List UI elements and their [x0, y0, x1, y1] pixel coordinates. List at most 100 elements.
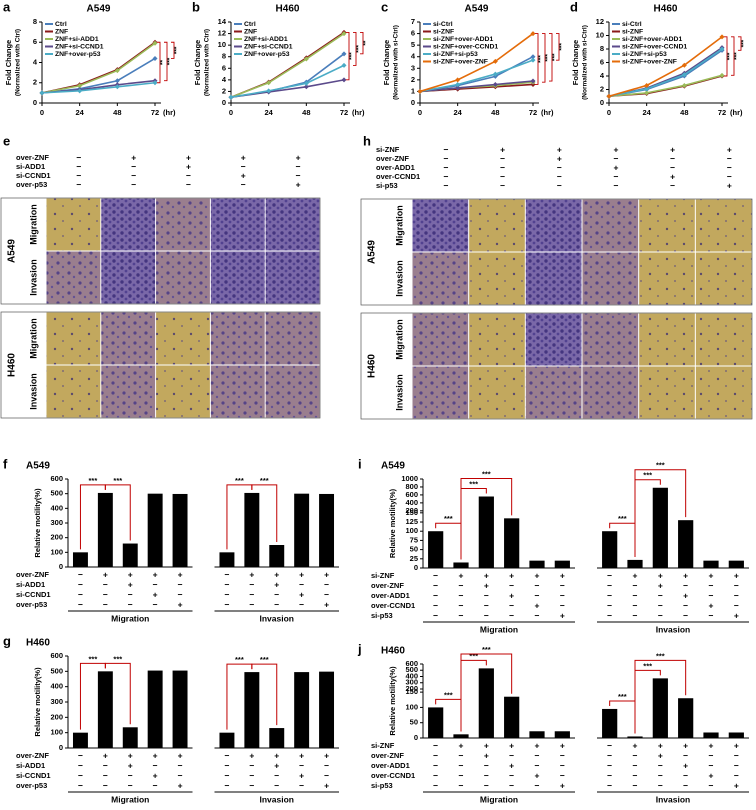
condition-sign: − [709, 610, 714, 620]
condition-sign: + [484, 580, 489, 590]
significance-label: *** [89, 654, 98, 663]
condition-label: over-ADD1 [371, 591, 410, 600]
condition-sign: − [560, 600, 565, 610]
significance-bracket [542, 33, 546, 83]
condition-sign: − [433, 610, 438, 620]
legend-label: si-ZNF+si-p53 [622, 51, 667, 58]
condition-sign: − [509, 780, 514, 790]
condition-sign: − [633, 600, 638, 610]
y-tick-label: 8 [222, 52, 226, 61]
condition-sign: − [224, 770, 229, 780]
condition-sign: − [153, 760, 158, 770]
cell-line-frame [360, 198, 753, 306]
condition-sign: − [734, 750, 739, 760]
bar [294, 672, 310, 748]
condition-sign: − [224, 599, 229, 609]
y-tick-label: 2 [222, 86, 226, 95]
group-label: Invasion [260, 613, 294, 623]
y-tick-label: 8 [33, 17, 37, 26]
condition-sign: − [186, 170, 191, 180]
micrograph-cells [639, 199, 695, 252]
bar [72, 552, 88, 567]
significance-bracket [731, 36, 735, 76]
condition-sign: + [153, 589, 158, 599]
condition-sign: − [509, 600, 514, 610]
condition-label: si-ADD1 [16, 162, 45, 171]
y-tick-label: 50 [410, 545, 418, 554]
y-tick-label: 6 [411, 29, 415, 38]
condition-sign: − [459, 770, 464, 780]
y-tick-label: 400 [405, 498, 418, 507]
bar [97, 671, 113, 748]
y-tick-label: 5 [411, 40, 415, 49]
bar [504, 518, 520, 568]
significance-bracket [549, 33, 553, 82]
point [644, 82, 650, 88]
condition-sign: − [557, 171, 562, 181]
micrograph-cells [469, 199, 525, 252]
significance-label: *** [559, 43, 566, 51]
condition-sign: + [153, 569, 158, 579]
condition-sign: − [78, 579, 83, 589]
condition-sign: + [324, 780, 329, 790]
condition-sign: + [153, 750, 158, 760]
condition-sign: − [658, 600, 663, 610]
bar [172, 670, 188, 748]
condition-sign: − [433, 580, 438, 590]
point [530, 57, 536, 63]
y-tick-label: 50 [410, 718, 418, 727]
condition-sign: − [557, 162, 562, 172]
condition-sign: − [78, 760, 83, 770]
y-tick-label: 4 [600, 71, 605, 80]
legend-label: si-ZNF+over-ADD1 [622, 36, 682, 43]
legend-label: ZNF+over-p53 [244, 51, 290, 58]
point [114, 84, 120, 90]
condition-sign: − [459, 760, 464, 770]
x-tick-label: 48 [113, 108, 121, 117]
point [681, 82, 687, 88]
condition-sign: + [560, 740, 565, 750]
point [719, 72, 725, 78]
y-tick-label: 0 [59, 743, 63, 752]
condition-label: si-p53 [371, 611, 393, 620]
micrograph-cells [525, 199, 582, 252]
condition-sign: − [734, 760, 739, 770]
condition-sign: + [509, 570, 514, 580]
series-line [230, 64, 345, 99]
condition-sign: − [734, 590, 739, 600]
condition-sign: − [683, 770, 688, 780]
y-tick-label: 500 [50, 666, 63, 675]
condition-sign: − [249, 770, 254, 780]
bar [219, 732, 235, 748]
y-tick-label: 100 [405, 702, 418, 711]
micrograph-cells [469, 366, 525, 419]
micrograph-cells [46, 251, 101, 304]
legend-label: si-ZNF+over-CCND1 [622, 43, 687, 50]
panel-label: d [570, 0, 578, 14]
condition-sign: + [683, 760, 688, 770]
significance-label: ** [363, 40, 370, 46]
condition-sign: − [734, 580, 739, 590]
micrograph-cells [582, 366, 639, 419]
y-tick-label: 4 [33, 57, 38, 66]
y-tick-label: 100 [405, 526, 418, 535]
assay-label: Invasion [394, 374, 404, 411]
micrograph-cells [210, 198, 265, 251]
condition-sign: + [709, 740, 714, 750]
micrograph-cells [639, 366, 695, 419]
significance-bracket [251, 484, 278, 542]
series-line [419, 59, 534, 93]
x-tick-label: 24 [264, 108, 273, 117]
condition-sign: − [153, 579, 158, 589]
significance-bracket [634, 659, 687, 734]
bar [172, 493, 188, 567]
condition-label: over-p53 [16, 180, 47, 189]
condition-label: over-p53 [16, 781, 47, 790]
condition-sign: − [241, 179, 246, 189]
significance-bracket [634, 469, 687, 557]
condition-sign: − [535, 780, 540, 790]
condition-sign: − [433, 780, 438, 790]
y-tick-label: 300 [405, 678, 418, 687]
group-label: Migration [480, 624, 518, 634]
y-tick-label: 0 [414, 733, 418, 742]
